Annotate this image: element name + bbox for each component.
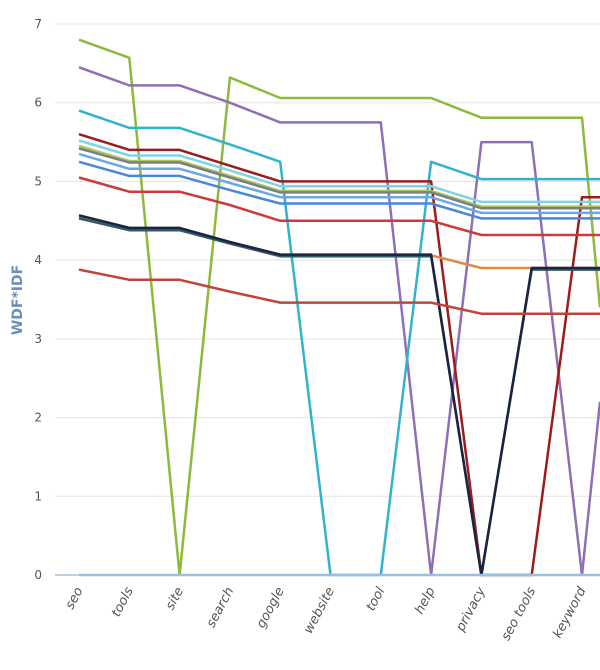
y-tick-label: 6 (34, 96, 42, 110)
series-line-navy (78, 214, 600, 577)
series-line-purple (78, 66, 600, 577)
series-line-blue (78, 160, 600, 220)
y-tick-label: 7 (34, 17, 42, 31)
series-layer (78, 38, 600, 577)
series-line-lightcyan (78, 139, 600, 204)
x-tick-label: google (254, 585, 288, 631)
y-tick-label: 1 (34, 489, 42, 503)
series-line-skyblue (78, 152, 600, 215)
x-tick-label: tool (364, 585, 389, 614)
x-tick-label: privacy (453, 585, 489, 635)
x-tick-label: tools (109, 585, 137, 620)
y-tick-label: 2 (34, 411, 42, 425)
y-tick-label: 5 (34, 174, 42, 188)
x-ticks: seo tools site search google website tool help p… (63, 584, 590, 643)
x-tick-label: search (204, 585, 238, 630)
x-tick-label: seo (63, 585, 87, 612)
y-tick-label: 3 (34, 332, 42, 346)
series-line-olive (78, 144, 600, 208)
y-tick-label: 0 (34, 568, 42, 582)
y-axis-label: WDF*IDF (10, 265, 26, 335)
series-line-grey (78, 147, 600, 210)
x-tick-label: site (163, 585, 187, 613)
series-line-green (78, 38, 600, 577)
series-line-darkred (78, 133, 600, 577)
x-tick-label: keyword (550, 584, 590, 641)
y-tick-label: 4 (34, 253, 42, 267)
x-tick-label: help (412, 585, 438, 617)
series-line-brickred (78, 268, 600, 315)
x-tick-label: website (301, 585, 338, 637)
y-ticks: 0 1 2 3 4 5 6 7 (34, 17, 42, 582)
series-line-darkteal (78, 217, 600, 577)
x-tick-label: seo tools (499, 585, 540, 644)
series-line-red (78, 176, 600, 237)
gridlines (55, 23, 600, 576)
